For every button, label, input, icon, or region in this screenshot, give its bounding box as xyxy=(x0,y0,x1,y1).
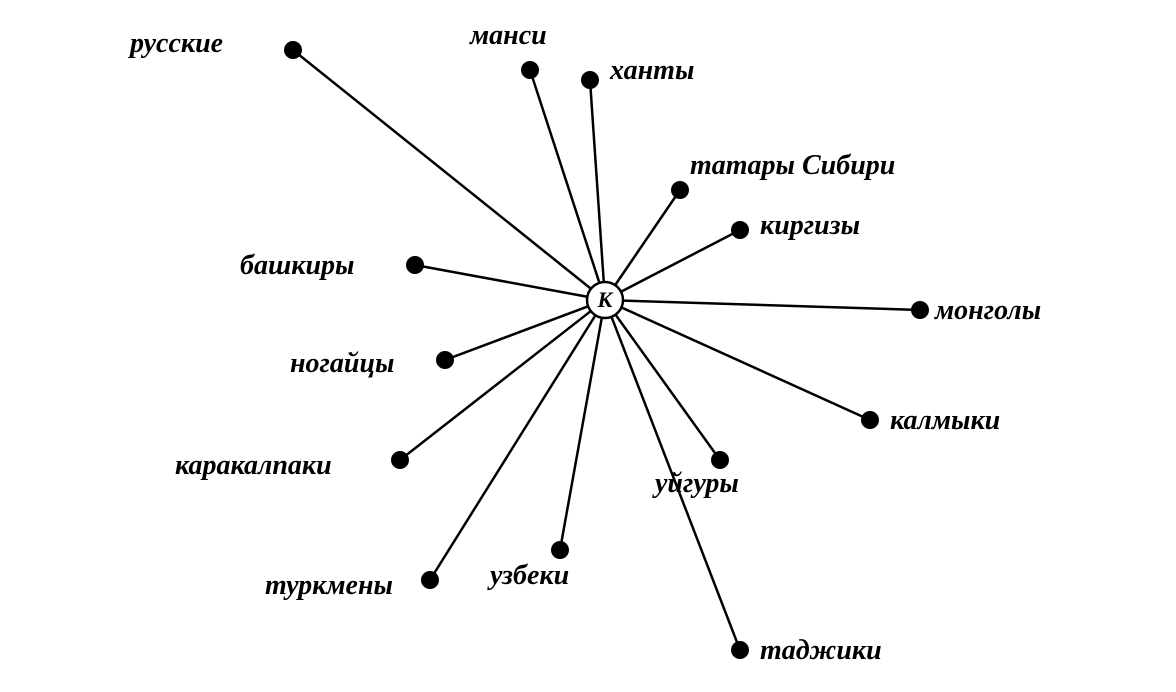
node-mongoly xyxy=(911,301,929,319)
label-tadzhiki: таджики xyxy=(760,635,882,667)
label-mansi: манси xyxy=(470,20,547,52)
node-bashkiry xyxy=(406,256,424,274)
node-mansi xyxy=(521,61,539,79)
label-turkmeny: туркмены xyxy=(265,570,393,602)
node-russkie xyxy=(284,41,302,59)
label-tatary: татары Сибири xyxy=(690,150,895,182)
edge xyxy=(623,301,920,310)
edge xyxy=(530,70,599,283)
label-karakalpaki: каракалпаки xyxy=(175,450,332,482)
edge xyxy=(590,80,604,282)
label-nogaitsy: ногайцы xyxy=(290,348,394,380)
label-uzbeki: узбеки xyxy=(490,560,569,592)
node-kalmyki xyxy=(861,411,879,429)
edge xyxy=(621,307,870,420)
label-russkie: русские xyxy=(130,28,223,60)
spoke-diagram xyxy=(0,0,1176,692)
edge xyxy=(560,318,602,550)
label-kalmyki: калмыки xyxy=(890,405,1000,437)
node-uigury xyxy=(711,451,729,469)
label-khanty: ханты xyxy=(610,55,694,87)
edge xyxy=(621,230,740,292)
label-uigury: уйгуры xyxy=(655,468,739,500)
label-mongoly: монголы xyxy=(935,295,1041,327)
edge xyxy=(616,315,720,460)
label-kirgizy: киргизы xyxy=(760,210,860,242)
edge xyxy=(400,311,591,460)
edge xyxy=(615,190,680,285)
node-kirgizy xyxy=(731,221,749,239)
edge xyxy=(445,306,588,360)
center-label: К xyxy=(598,287,613,313)
node-tatary xyxy=(671,181,689,199)
node-karakalpaki xyxy=(391,451,409,469)
node-tadzhiki xyxy=(731,641,749,659)
edge xyxy=(415,265,587,297)
node-khanty xyxy=(581,71,599,89)
node-turkmeny xyxy=(421,571,439,589)
node-nogaitsy xyxy=(436,351,454,369)
edge xyxy=(430,315,595,580)
label-bashkiry: башкиры xyxy=(240,250,355,282)
node-uzbeki xyxy=(551,541,569,559)
